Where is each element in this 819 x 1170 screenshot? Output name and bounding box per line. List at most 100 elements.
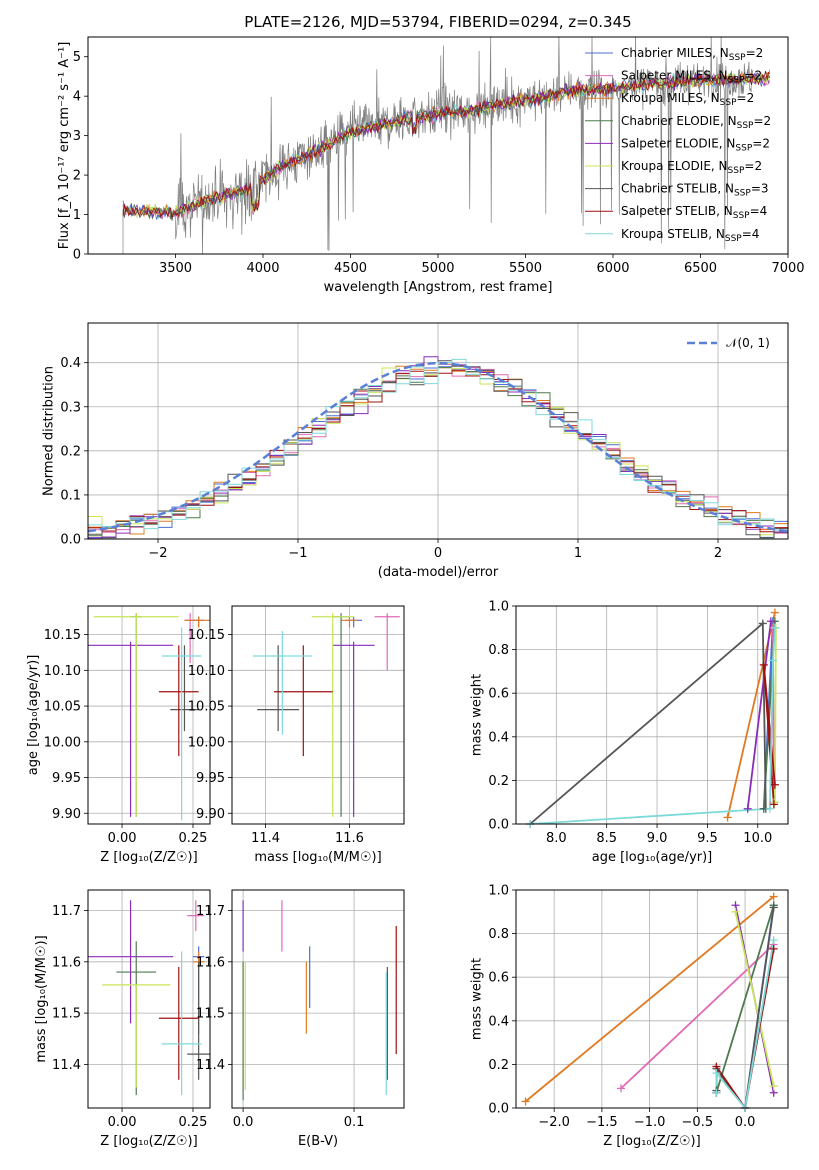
y-tick-label: 0.4: [488, 1014, 509, 1029]
axes-frame: [515, 605, 789, 825]
y-tick-label: 0.2: [488, 774, 509, 789]
y-tick-label: 10.00: [44, 735, 81, 750]
chabrier_stelib-errorbar: [257, 645, 300, 732]
x-tick-label: 6500: [684, 261, 717, 276]
y-tick-label: 9.95: [196, 771, 225, 786]
x-axis-label: age [log₁₀(age/yr)]: [592, 850, 713, 865]
chabrier_elodie-series-line: [715, 905, 775, 1093]
y-axis-label: Flux [f_λ 10⁻¹⁷ erg cm⁻² s⁻¹ A⁻¹]: [57, 42, 72, 250]
spectrum-legend: Chabrier MILES, NSSP=2 Salpeter MILES, NS…: [585, 46, 771, 244]
x-tick-label: 0: [434, 546, 442, 561]
kroupa_miles-series-line: [524, 895, 775, 1103]
kroupa_elodie-model-line: [122, 71, 771, 219]
salpeter_elodie-marker: [766, 617, 775, 626]
x-tick-label: 0.0: [233, 1115, 254, 1130]
x-axis-label: E(B-V): [298, 1134, 338, 1149]
x-tick-label: 0.1: [344, 1115, 365, 1130]
x-tick-label: 5500: [509, 261, 542, 276]
x-tick-label: 8.0: [546, 831, 567, 846]
kroupa_stelib-marker: [765, 804, 774, 813]
x-axis-label: wavelength [Angstrom, rest frame]: [324, 280, 553, 295]
y-tick-label: 4: [73, 90, 81, 105]
x-tick-label: 1: [574, 546, 582, 561]
y-tick-label: 10.15: [188, 628, 225, 643]
plot-area: [88, 613, 210, 821]
y-tick-label: 2: [73, 169, 81, 184]
axes-frame: [87, 36, 789, 255]
kroupa_stelib-marker: [769, 936, 778, 945]
y-tick-label: 0.8: [488, 927, 509, 942]
legend-entry: Chabrier ELODIE, NSSP=2: [621, 114, 771, 131]
x-tick-label: 8.5: [596, 831, 617, 846]
x-axis-label: Z [log₁₀(Z/Z☉)]: [100, 1134, 197, 1149]
legend-entry: Kroupa MILES, NSSP=2: [621, 91, 754, 108]
kroupa_elodie-series-line: [774, 627, 777, 803]
x-axis-label: (data-model)/error: [378, 565, 499, 580]
chabrier_stelib-errorbar: [187, 961, 210, 1080]
x-tick-label: 6000: [596, 261, 629, 276]
y-tick-label: 10.05: [188, 700, 225, 715]
x-tick-label: 0.00: [108, 1115, 137, 1130]
residual-hist-panel: −2 −1 0 1 2 0.0 0.1 0.2 0.3 0.4 (data-model)/error…: [42, 322, 789, 580]
x-tick-label: 11.6: [335, 831, 364, 846]
kroupa_stelib-errorbar: [252, 631, 312, 735]
x-tick-label: −2.0: [538, 1115, 570, 1130]
y-tick-label: 10.00: [188, 735, 225, 750]
kroupa_elodie-errorbar: [102, 984, 171, 1088]
salpeter_stelib-marker: [770, 780, 779, 789]
y-tick-label: 1.0: [488, 884, 509, 899]
axes-frame: [231, 889, 405, 1109]
x-tick-label: 7000: [771, 261, 804, 276]
y-tick-label: 10.10: [188, 664, 225, 679]
plot-area: [524, 895, 775, 1108]
y-tick-label: 11.6: [52, 955, 81, 970]
x-axis-label: Z [log₁₀(Z/Z☉)]: [603, 1134, 700, 1149]
kroupa_elodie-errorbar: [93, 613, 179, 817]
kroupa_miles-errorbar: [184, 616, 210, 628]
kroupa_miles-marker: [770, 608, 779, 617]
y-tick-label: 0.4: [488, 730, 509, 745]
y-tick-label: 0.6: [488, 971, 509, 986]
plot-area: [242, 900, 397, 1101]
axes-frame: [231, 605, 405, 825]
y-axis-label: mass [log₁₀(M/M☉)]: [34, 935, 49, 1062]
x-tick-label: 11.4: [251, 831, 280, 846]
y-axis-label: mass weight: [470, 674, 485, 756]
x-tick-label: 0.25: [179, 831, 208, 846]
x-axis-label: mass [log₁₀(M/M☉)]: [254, 850, 381, 865]
kroupa_stelib-marker: [770, 623, 779, 632]
kroupa_stelib-marker: [712, 1069, 721, 1078]
y-tick-label: 9.95: [52, 771, 81, 786]
legend-entry: Salpeter STELIB, NSSP=4: [621, 204, 767, 221]
kroupa_miles-marker: [769, 892, 778, 901]
legend-entry: Salpeter MILES, NSSP=2: [621, 69, 762, 86]
x-tick-label: 4000: [246, 261, 279, 276]
x-tick-label: 0.0: [735, 1115, 756, 1130]
y-tick-label: 11.6: [196, 955, 225, 970]
y-tick-label: 0.2: [60, 444, 81, 459]
x-tick-label: −1: [288, 546, 307, 561]
legend-entry: Chabrier STELIB, NSSP=3: [621, 182, 769, 199]
y-tick-label: 9.90: [52, 807, 81, 822]
salpeter_elodie-marker: [743, 804, 752, 813]
x-tick-label: 4500: [334, 261, 367, 276]
plot-area: [252, 613, 400, 817]
kroupa_stelib-errorbar: [161, 951, 202, 1096]
chabrier_elodie-errorbar: [332, 613, 350, 817]
salpeter_stelib-marker: [769, 800, 778, 809]
chabrier_miles-errorbar: [345, 616, 363, 628]
salpeter_elodie-errorbar: [88, 641, 174, 817]
y-tick-label: 0.6: [488, 687, 509, 702]
salpeter_elodie-series-line: [746, 621, 772, 809]
salpeter_stelib-marker: [769, 944, 778, 953]
kroupa_stelib-series-line: [530, 627, 776, 824]
kroupa_stelib-series-line: [715, 939, 775, 1108]
y-tick-label: 1.0: [488, 600, 509, 615]
y-tick-label: 0.0: [60, 533, 81, 548]
y-tick-label: 0.8: [488, 643, 509, 658]
y-axis-label: age [log₁₀(age/yr)]: [26, 655, 41, 776]
y-tick-label: 0.0: [488, 818, 509, 833]
legend-entry: Chabrier MILES, NSSP=2: [621, 46, 763, 63]
salpeter_miles-errorbar: [374, 613, 400, 671]
plot-area: [529, 612, 777, 824]
